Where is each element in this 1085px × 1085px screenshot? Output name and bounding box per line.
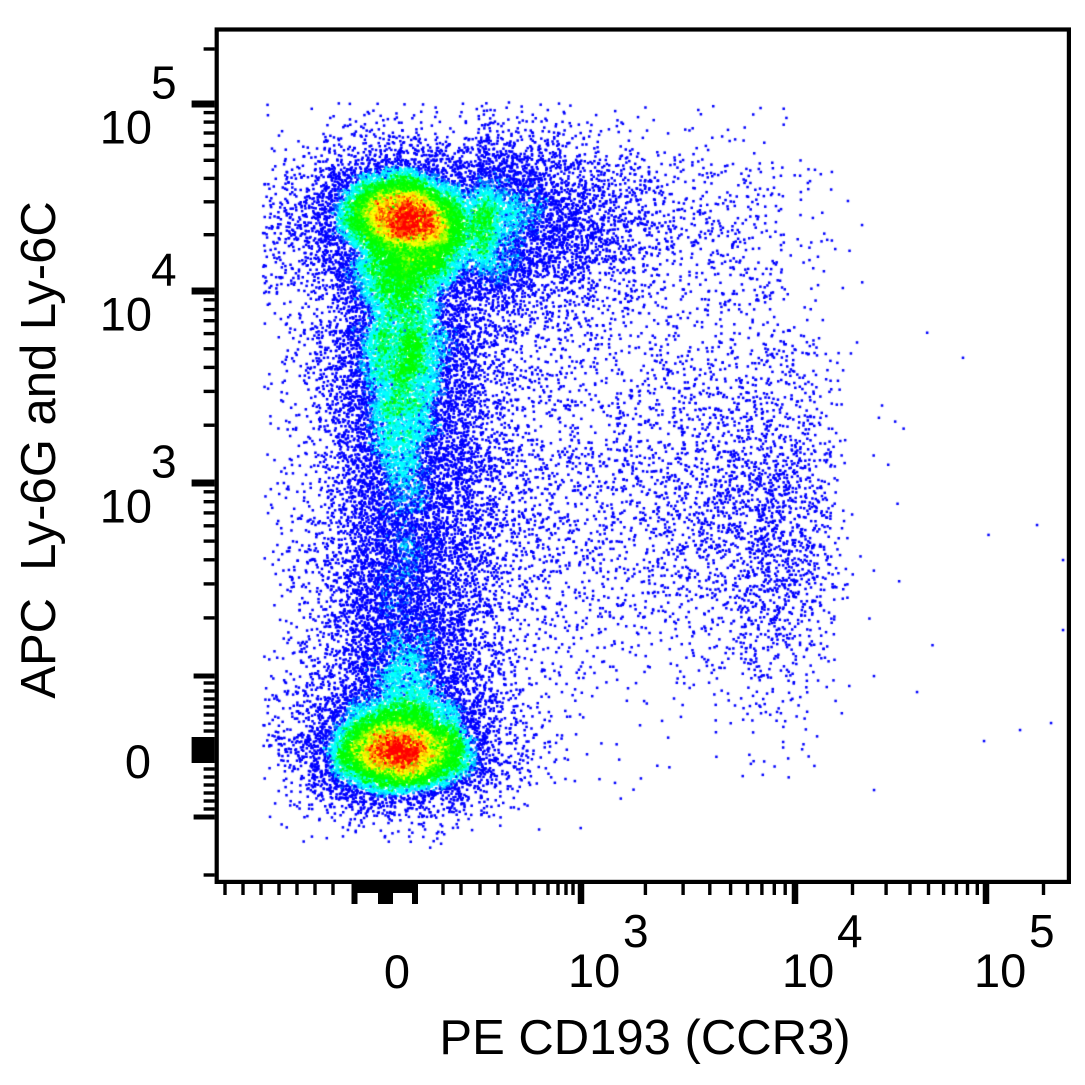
svg-text:4: 4 <box>837 905 863 957</box>
svg-text:3: 3 <box>151 436 177 488</box>
svg-text:10: 10 <box>782 944 834 997</box>
svg-text:10: 10 <box>974 944 1026 997</box>
svg-text:0: 0 <box>384 945 410 998</box>
svg-text:5: 5 <box>1029 905 1055 957</box>
svg-text:4: 4 <box>151 244 177 296</box>
svg-text:10: 10 <box>100 101 152 154</box>
svg-text:5: 5 <box>151 57 177 109</box>
svg-text:10: 10 <box>100 288 152 341</box>
svg-text:PE CD193 (CCR3): PE CD193 (CCR3) <box>439 1011 850 1065</box>
svg-text:0: 0 <box>125 735 151 788</box>
svg-text:3: 3 <box>623 905 649 957</box>
svg-text:10: 10 <box>568 944 620 997</box>
svg-text:10: 10 <box>100 480 152 533</box>
svg-text:APC Ly-6G and Ly-6C: APC Ly-6G and Ly-6C <box>12 201 66 698</box>
